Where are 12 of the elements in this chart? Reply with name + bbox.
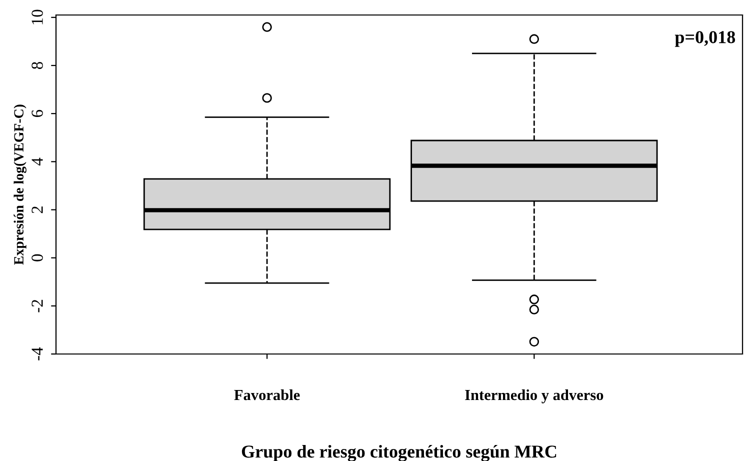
y-tick-label: 0 bbox=[32, 254, 43, 262]
y-axis-title: Expresión de log(VEGF-C) bbox=[14, 104, 26, 265]
x-tick-label: Intermedio y adverso bbox=[465, 389, 604, 404]
y-tick-label: 2 bbox=[32, 206, 43, 214]
y-tick-label: 10 bbox=[32, 10, 43, 24]
y-tick-label: 6 bbox=[32, 110, 43, 118]
y-tick-label: -4 bbox=[32, 347, 43, 360]
annotation: p=0,018 bbox=[674, 31, 736, 47]
y-tick-label: 4 bbox=[32, 158, 43, 166]
y-tick-label: -2 bbox=[32, 300, 43, 312]
y-tick-label: 8 bbox=[32, 62, 43, 70]
x-tick-label: Favorable bbox=[234, 389, 300, 400]
